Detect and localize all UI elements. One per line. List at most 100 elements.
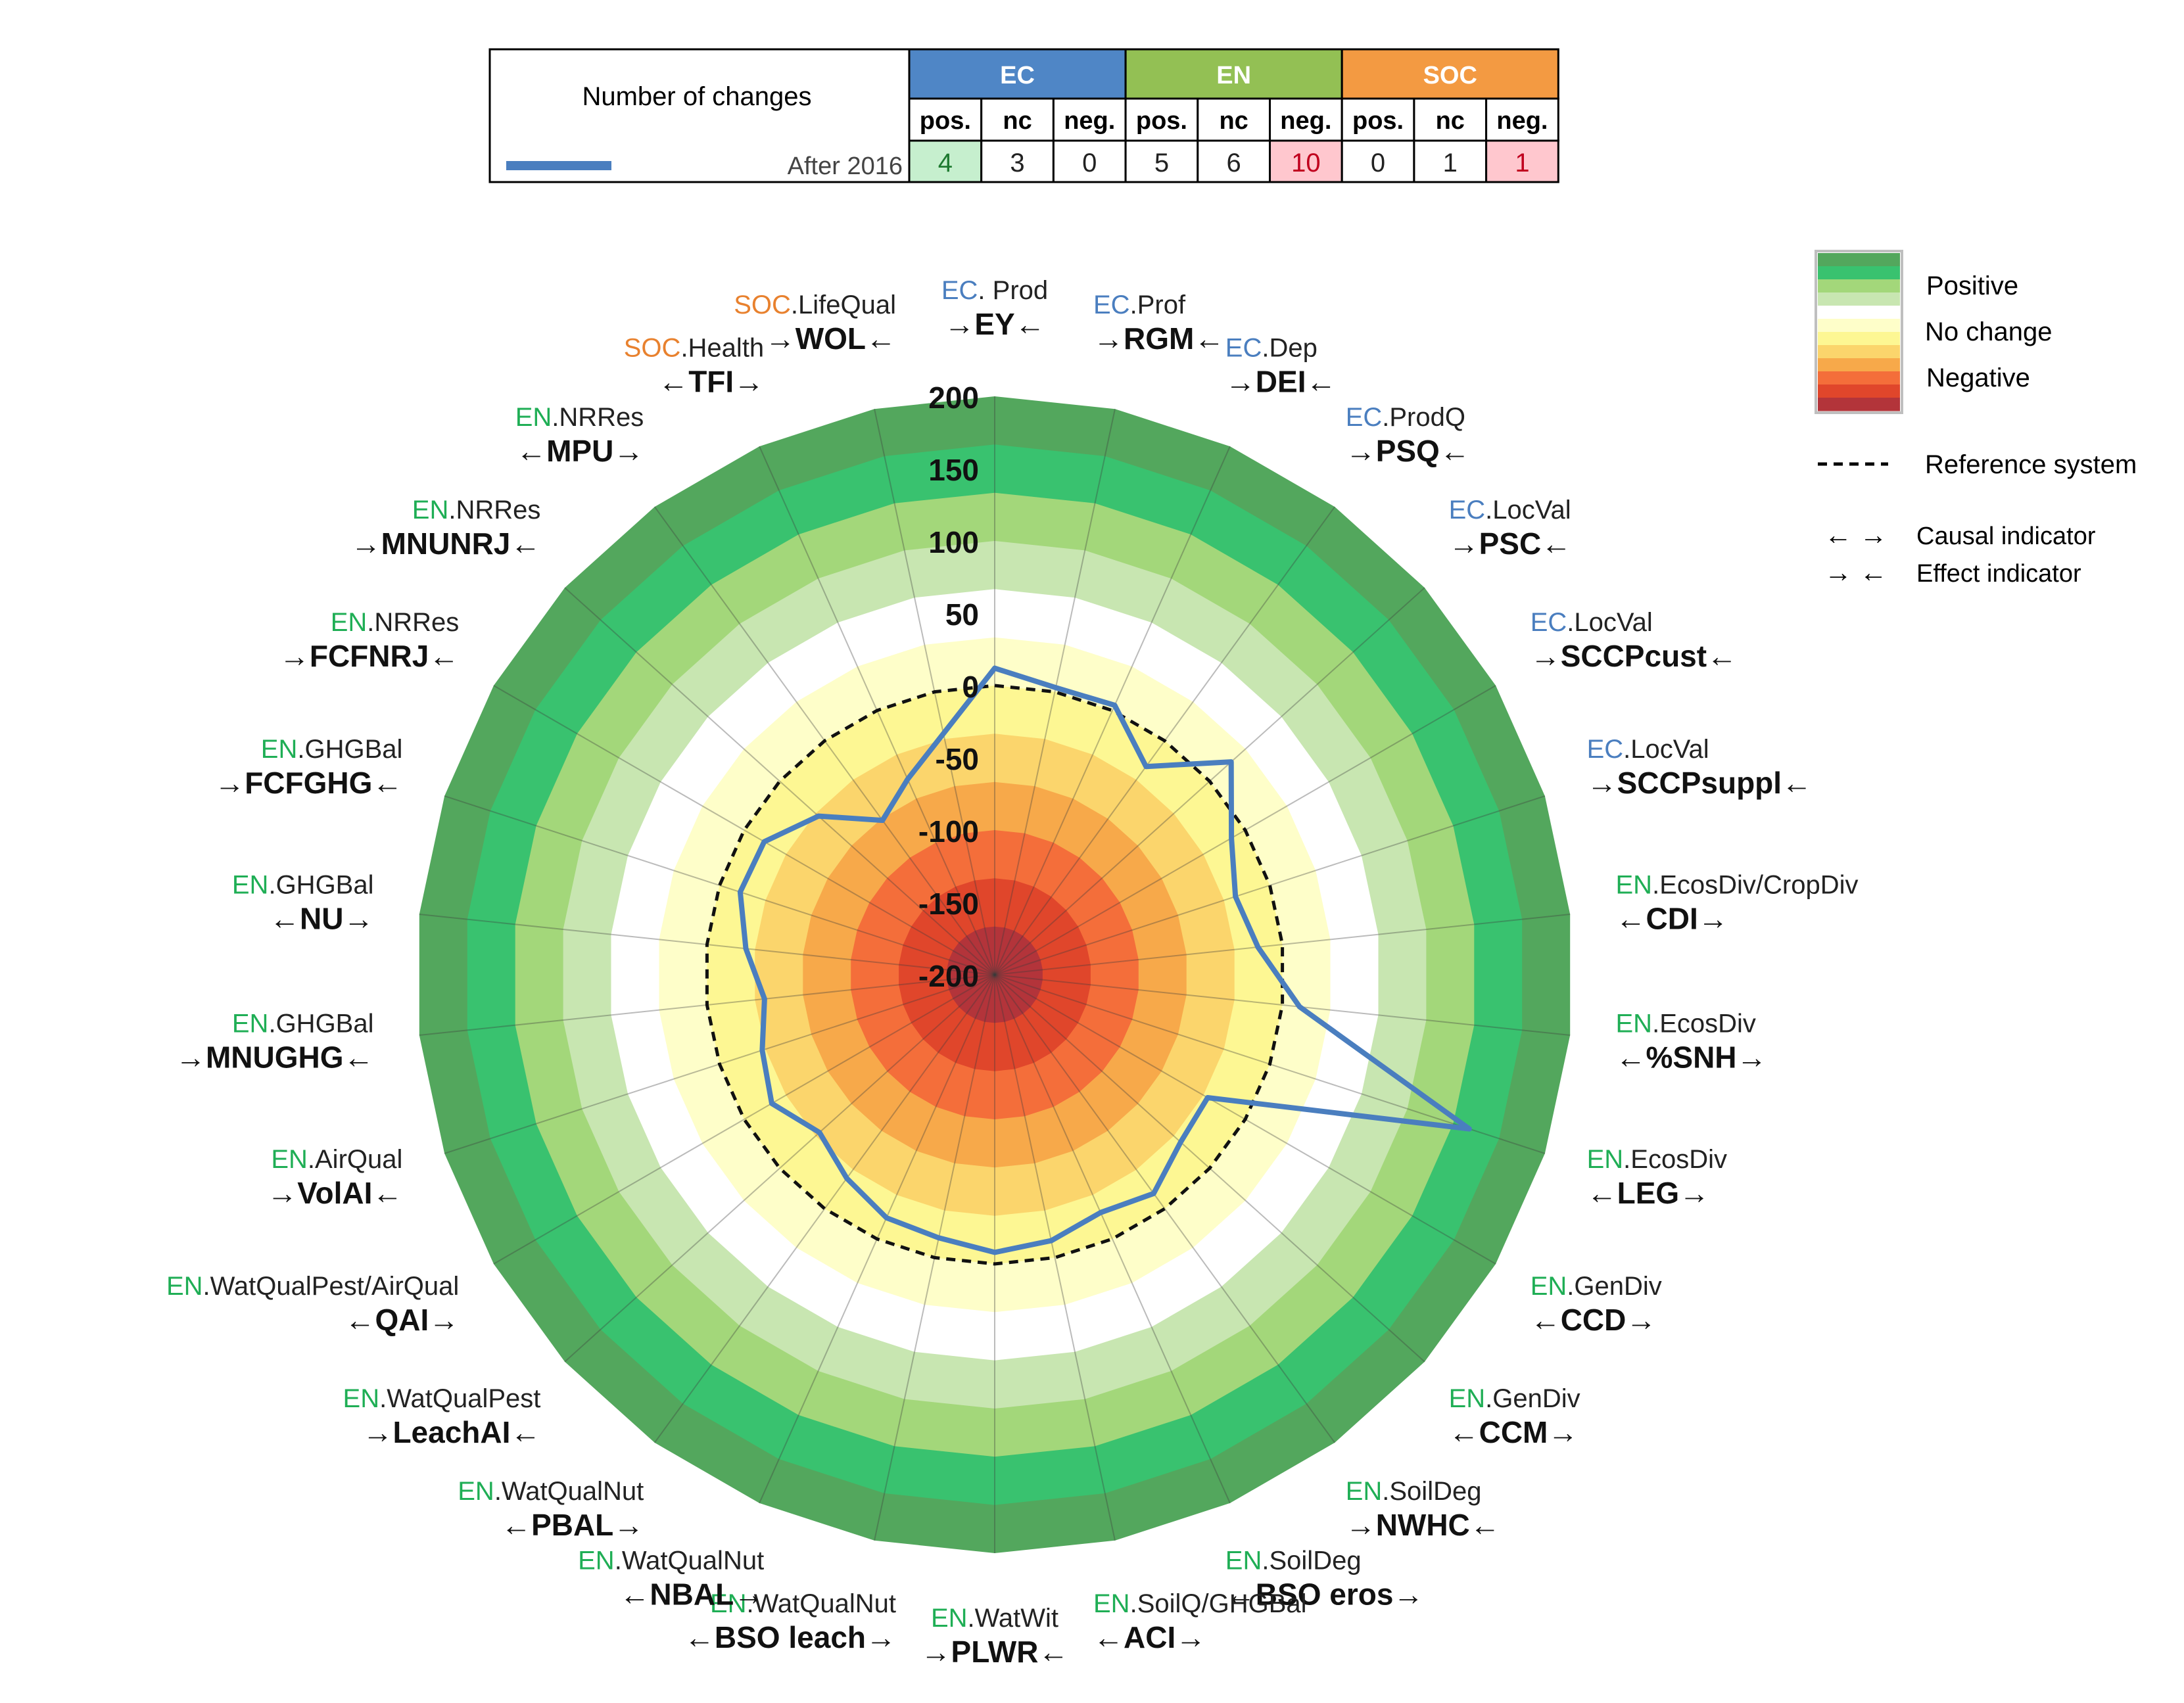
axis-subcategory: .EcosDiv (1623, 1145, 1727, 1174)
table-value-cell (1197, 139, 1271, 183)
legend-scale-swatch (1818, 319, 1900, 333)
series-point (994, 667, 995, 669)
axis-subcategory: .LocVal (1623, 735, 1709, 764)
axis-code: →RGM← (1093, 321, 1224, 356)
table-value: 3 (1010, 149, 1024, 177)
axis-code: ←CDI→ (1616, 901, 1728, 935)
table-value: 5 (1154, 149, 1169, 177)
series-point (1152, 1192, 1154, 1194)
legend-scale-swatch (1818, 358, 1900, 372)
legend-scale-swatch (1818, 385, 1900, 398)
axis-subcategory: .LocVal (1485, 496, 1571, 525)
svg-text:EN.WatQualPest: EN.WatQualPest (343, 1384, 541, 1413)
svg-text:EN.AirQual: EN.AirQual (271, 1145, 402, 1174)
svg-text:EN.GenDiv: EN.GenDiv (1531, 1272, 1662, 1301)
axis-category: EN (343, 1384, 380, 1413)
axis-category: EN (1587, 1145, 1624, 1174)
axis-label-ccm: EN.GenDiv←CCM→ (1449, 1384, 1580, 1449)
table-group-label: EN (1216, 62, 1251, 89)
radial-tick-label: -50 (936, 742, 979, 776)
band-level-1 (947, 926, 1043, 1023)
axis-category: EN (261, 735, 298, 764)
series-point (761, 1049, 763, 1051)
axis-subcategory: .NRRes (448, 496, 540, 525)
axis-code: →MNUGHG← (176, 1040, 374, 1075)
axis-label-nbal: EN.WatQualNut←NBAL→ (578, 1547, 764, 1612)
table-subheader-cell (1485, 97, 1559, 142)
legend-scale-swatch (1818, 332, 1900, 346)
axis-label-psq: EC.ProdQ→PSQ← (1346, 403, 1470, 468)
table-subheader-label: pos. (1352, 107, 1404, 135)
axis-subcategory: .WatQualNut (615, 1547, 764, 1575)
svg-text:EN.EcosDiv: EN.EcosDiv (1587, 1145, 1727, 1174)
axis-label-nwhc: EN.SoilDeg→NWHC← (1346, 1477, 1500, 1542)
axis-code: ←LEG→ (1587, 1176, 1710, 1210)
svg-text:EN.SoilDeg: EN.SoilDeg (1346, 1477, 1482, 1506)
radial-tick-label: -200 (918, 959, 979, 993)
series-point (886, 1217, 888, 1219)
legend-effect-arrows: → ← (1824, 557, 1887, 588)
changes-table: Number of changes After 2016 EC EN SOC pos.… (488, 48, 1559, 183)
reference-polygon (705, 684, 1285, 1266)
axis-label-volai: EN.AirQual→VolAI← (267, 1145, 402, 1210)
axis-code: ←CCD→ (1531, 1303, 1657, 1337)
axis-code: ←CCM→ (1449, 1415, 1579, 1449)
table-value: 1 (1515, 149, 1529, 177)
axis-label-bsoeros: EN.SoilDeg←BSO eros→ (1225, 1547, 1424, 1612)
spoke (994, 914, 1571, 975)
axis-label-sccpcust: EC.LocVal→SCCPcust← (1531, 608, 1737, 673)
axis-category: EN (931, 1604, 968, 1633)
table-value-cell (1341, 139, 1415, 183)
spoke (564, 587, 995, 975)
series-line-after-2016 (737, 665, 1472, 1255)
series-point (1230, 761, 1232, 763)
axis-label-ccd: EN.GenDiv←CCD→ (1531, 1272, 1662, 1337)
legend-effect: Effect indicator (1916, 560, 2081, 588)
axis-code: →SCCPsuppl← (1587, 766, 1812, 800)
axis-subcategory: . Prod (978, 276, 1048, 305)
axis-code: →PSQ← (1346, 434, 1470, 468)
axis-category: SOC (624, 333, 681, 362)
table-value: 6 (1227, 149, 1241, 177)
svg-text:EN.GHGBal: EN.GHGBal (232, 870, 374, 899)
series-point (1055, 687, 1056, 689)
axis-code: ←BSO leach→ (684, 1620, 896, 1654)
svg-text:EC. Prod: EC. Prod (941, 276, 1048, 305)
legend-scale-swatch (1818, 306, 1900, 319)
axis-subcategory: .EcosDiv (1652, 1010, 1756, 1038)
axis-code: →LeachAI← (362, 1415, 540, 1449)
svg-text:EN.GHGBal: EN.GHGBal (232, 1010, 374, 1038)
table-subheader-label: nc (1219, 107, 1248, 135)
axis-category: EN (232, 1010, 269, 1038)
series-point (763, 841, 765, 843)
radial-tick-label: 100 (928, 525, 979, 559)
axis-subcategory: .WatQualNut (494, 1477, 644, 1506)
table-corner-label: Number of changes (582, 82, 811, 111)
axis-code: →FCFGHG← (214, 766, 402, 800)
axis-subcategory: .Prof (1130, 291, 1186, 319)
axis-category: EN (1616, 1010, 1653, 1038)
svg-text:EC.ProdQ: EC.ProdQ (1346, 403, 1465, 432)
table-value: 0 (1371, 149, 1385, 177)
svg-text:EN.WatQualNut: EN.WatQualNut (578, 1547, 764, 1575)
axis-subcategory: .AirQual (308, 1145, 403, 1174)
table-subheader-label: neg. (1280, 107, 1331, 135)
spoke (994, 409, 1116, 975)
spoke (444, 795, 995, 975)
axis-subcategory: .SoilQ/GHGBal (1130, 1589, 1307, 1618)
axis-subcategory: .GenDiv (1485, 1384, 1580, 1413)
series-point (1298, 1006, 1300, 1008)
axis-code: ←PBAL→ (501, 1508, 644, 1542)
axis-label-pbal: EN.WatQualNut←PBAL→ (458, 1477, 644, 1542)
axis-category: EN (166, 1272, 203, 1301)
spoke (994, 974, 1571, 1036)
axis-subcategory: .WatQualPest/AirQual (203, 1272, 460, 1301)
legend: Positive No change Negative Reference sy… (1815, 250, 2137, 588)
axis-category: EN (271, 1145, 308, 1174)
table-value-cell (908, 139, 983, 183)
series-point (1206, 1097, 1208, 1098)
table-value-cell (1413, 139, 1488, 183)
axis-subcategory: .LifeQual (791, 291, 896, 319)
axis-subcategory: .WatQualNut (747, 1589, 896, 1618)
radial-tick-label: 0 (962, 670, 979, 704)
